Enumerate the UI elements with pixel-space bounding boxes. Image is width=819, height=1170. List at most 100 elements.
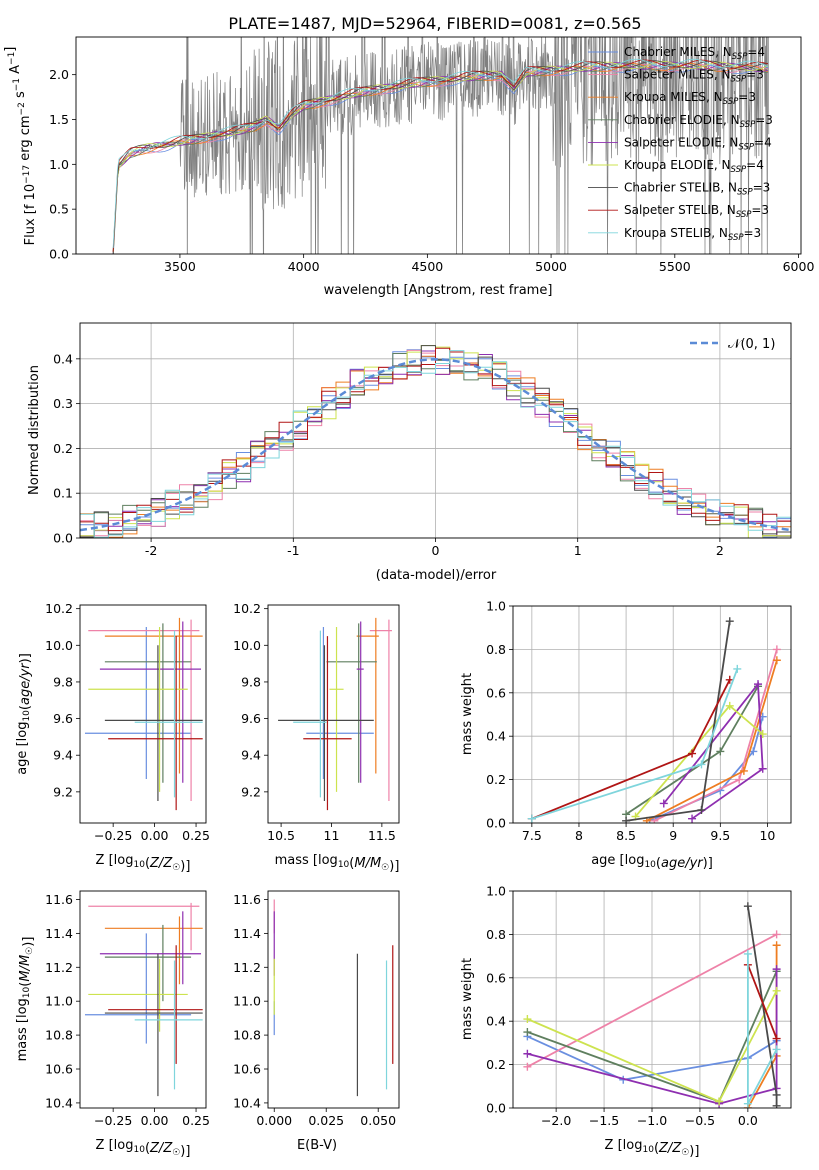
mass-weight-point	[754, 680, 763, 689]
label-part: )]	[180, 1144, 190, 1159]
mass-weight-point	[772, 645, 781, 654]
y-tick-label: 10.2	[233, 601, 261, 616]
label-part: −1	[12, 78, 22, 91]
legend-label: Chabrier MILES, NSSP=4	[624, 45, 765, 62]
label-part: M	[18, 955, 33, 966]
mass-weight-point	[622, 816, 631, 823]
y-tick-label: 11.6	[233, 892, 261, 907]
y-tick-label: 10.4	[45, 1095, 73, 1110]
mass-weight-point	[650, 816, 659, 823]
y-tick-label: 1.5	[49, 112, 69, 127]
y-tick-label: 0.6	[486, 970, 506, 985]
label-sub: ☉	[172, 1148, 180, 1158]
y-tick-label: 11.6	[45, 892, 73, 907]
y-axis-label: age [log10(age/yr)]	[15, 653, 33, 775]
x-tick-label: 0.025	[308, 1113, 344, 1128]
label-part: (	[145, 1141, 150, 1156]
mass-weight-point	[659, 799, 668, 808]
legend-label: Salpeter ELODIE, NSSP=4	[624, 135, 772, 152]
mass-weight-point	[697, 760, 706, 769]
panel-z-weight: −2.0 −1.5 −1.0 −0.5 0.0 0.0 0.2 0.4 0.6 0.8 1.0 Z […	[460, 884, 792, 1159]
panel-mass-age: 10.5 11 11.5 9.2 9.4 9.6 9.8 10.0 10.2 mass [log1…	[233, 601, 400, 874]
label-part: wavelength [Angstrom, rest frame]	[324, 283, 553, 298]
label-part: Z/	[658, 1141, 674, 1156]
y-tick-label: 0.1	[53, 486, 73, 501]
legend-sub: SSP	[731, 165, 747, 175]
plot-area	[513, 891, 791, 1108]
label-part: (	[349, 856, 354, 871]
mass-weight-point	[725, 617, 734, 626]
gaussian-reference-curve	[80, 358, 791, 532]
y-axis-label: mass weight	[460, 673, 475, 755]
y-tick-label: 11.0	[45, 994, 73, 1009]
model-spectrum-line	[112, 59, 768, 252]
label-part: s	[13, 91, 28, 102]
residual-histogram-step	[80, 350, 791, 538]
y-tick-label: 0.0	[486, 1101, 506, 1116]
label-part: )]	[703, 856, 713, 871]
label-part: )]	[689, 1144, 699, 1159]
y-tick-label: 11.4	[45, 926, 73, 941]
y-tick-label: 0.0	[486, 816, 506, 831]
label-part: )]	[180, 859, 190, 874]
mass-weight-point	[523, 1028, 532, 1037]
panel-spectrum: 3500 4000 4500 5000 5500 6000 0.0 0.5 1.0 1.5 2.0 w…	[3, 36, 814, 298]
y-tick-label: 0.2	[486, 772, 506, 787]
label-sub: ☉	[25, 947, 35, 955]
x-tick-label: 9	[669, 828, 677, 843]
legend-suffix: =3	[744, 226, 762, 240]
label-part: )]	[389, 859, 399, 874]
label-part: log	[114, 1138, 134, 1153]
y-axis-label: Flux [f 10−17 erg cm−2 s−1 A−1]	[3, 47, 38, 246]
label-part: Z [	[96, 853, 114, 868]
label-sub: ☉	[381, 863, 389, 873]
label-part: (	[18, 982, 33, 987]
y-tick-label: 9.6	[53, 711, 73, 726]
legend-suffix: =4	[754, 135, 772, 149]
legend-suffix: =4	[746, 158, 764, 172]
observed-spectrum-line	[112, 37, 770, 254]
label-part: log	[625, 853, 645, 868]
x-tick-label: 11.5	[368, 828, 396, 843]
x-tick-label: −0.25	[94, 828, 132, 843]
axes-frame	[79, 890, 207, 1109]
label-sub: 10	[642, 1145, 654, 1155]
panel-ebv-mass: 0.000 0.025 0.050 10.4 10.6 10.8 11.0 11.2 11.4 1…	[233, 890, 400, 1153]
label-part: Z	[162, 1141, 173, 1156]
label-part: −1	[7, 52, 17, 65]
model-spectrum-line	[112, 61, 768, 254]
y-tick-label: 0.3	[53, 396, 73, 411]
y-tick-label: 10.6	[45, 1062, 73, 1077]
mass-weight-point	[688, 749, 697, 758]
y-tick-label: 10.0	[233, 638, 261, 653]
mass-weight-point	[772, 965, 781, 974]
panel-z-age: −0.25 0.00 0.259.29.49.69.810.010.2Z [log1…	[15, 601, 210, 874]
y-tick-label: 10.6	[233, 1062, 261, 1077]
mass-weight-point	[523, 1062, 532, 1071]
y-tick-label: 9.8	[241, 674, 261, 689]
y-tick-label: 2.0	[49, 67, 69, 82]
label-part: (	[18, 705, 33, 710]
plot-area	[112, 37, 770, 254]
mass-weight-point	[772, 656, 781, 665]
legend-label: Salpeter MILES, NSSP=3	[624, 68, 764, 85]
label-part: mass [	[15, 1018, 30, 1061]
x-tick-label: 0.25	[182, 1113, 210, 1128]
legend-suffix: =3	[751, 203, 769, 217]
plot-area	[513, 606, 791, 823]
y-axis-label: mass weight	[460, 958, 475, 1040]
mass-weight-point	[758, 764, 767, 773]
y-tick-label: 0.8	[486, 927, 506, 942]
mass-weight-point	[735, 775, 744, 784]
y-tick-label: 9.6	[241, 711, 261, 726]
mass-weight-point	[772, 1101, 781, 1108]
y-tick-label: 11.2	[233, 960, 261, 975]
x-tick-label: 10.5	[267, 828, 295, 843]
mass-weight-point	[523, 1049, 532, 1058]
label-part: Z	[162, 856, 173, 871]
label-part: Z [	[605, 1138, 623, 1153]
y-tick-label: 0.5	[49, 202, 69, 217]
mass-weight-point	[758, 730, 767, 739]
